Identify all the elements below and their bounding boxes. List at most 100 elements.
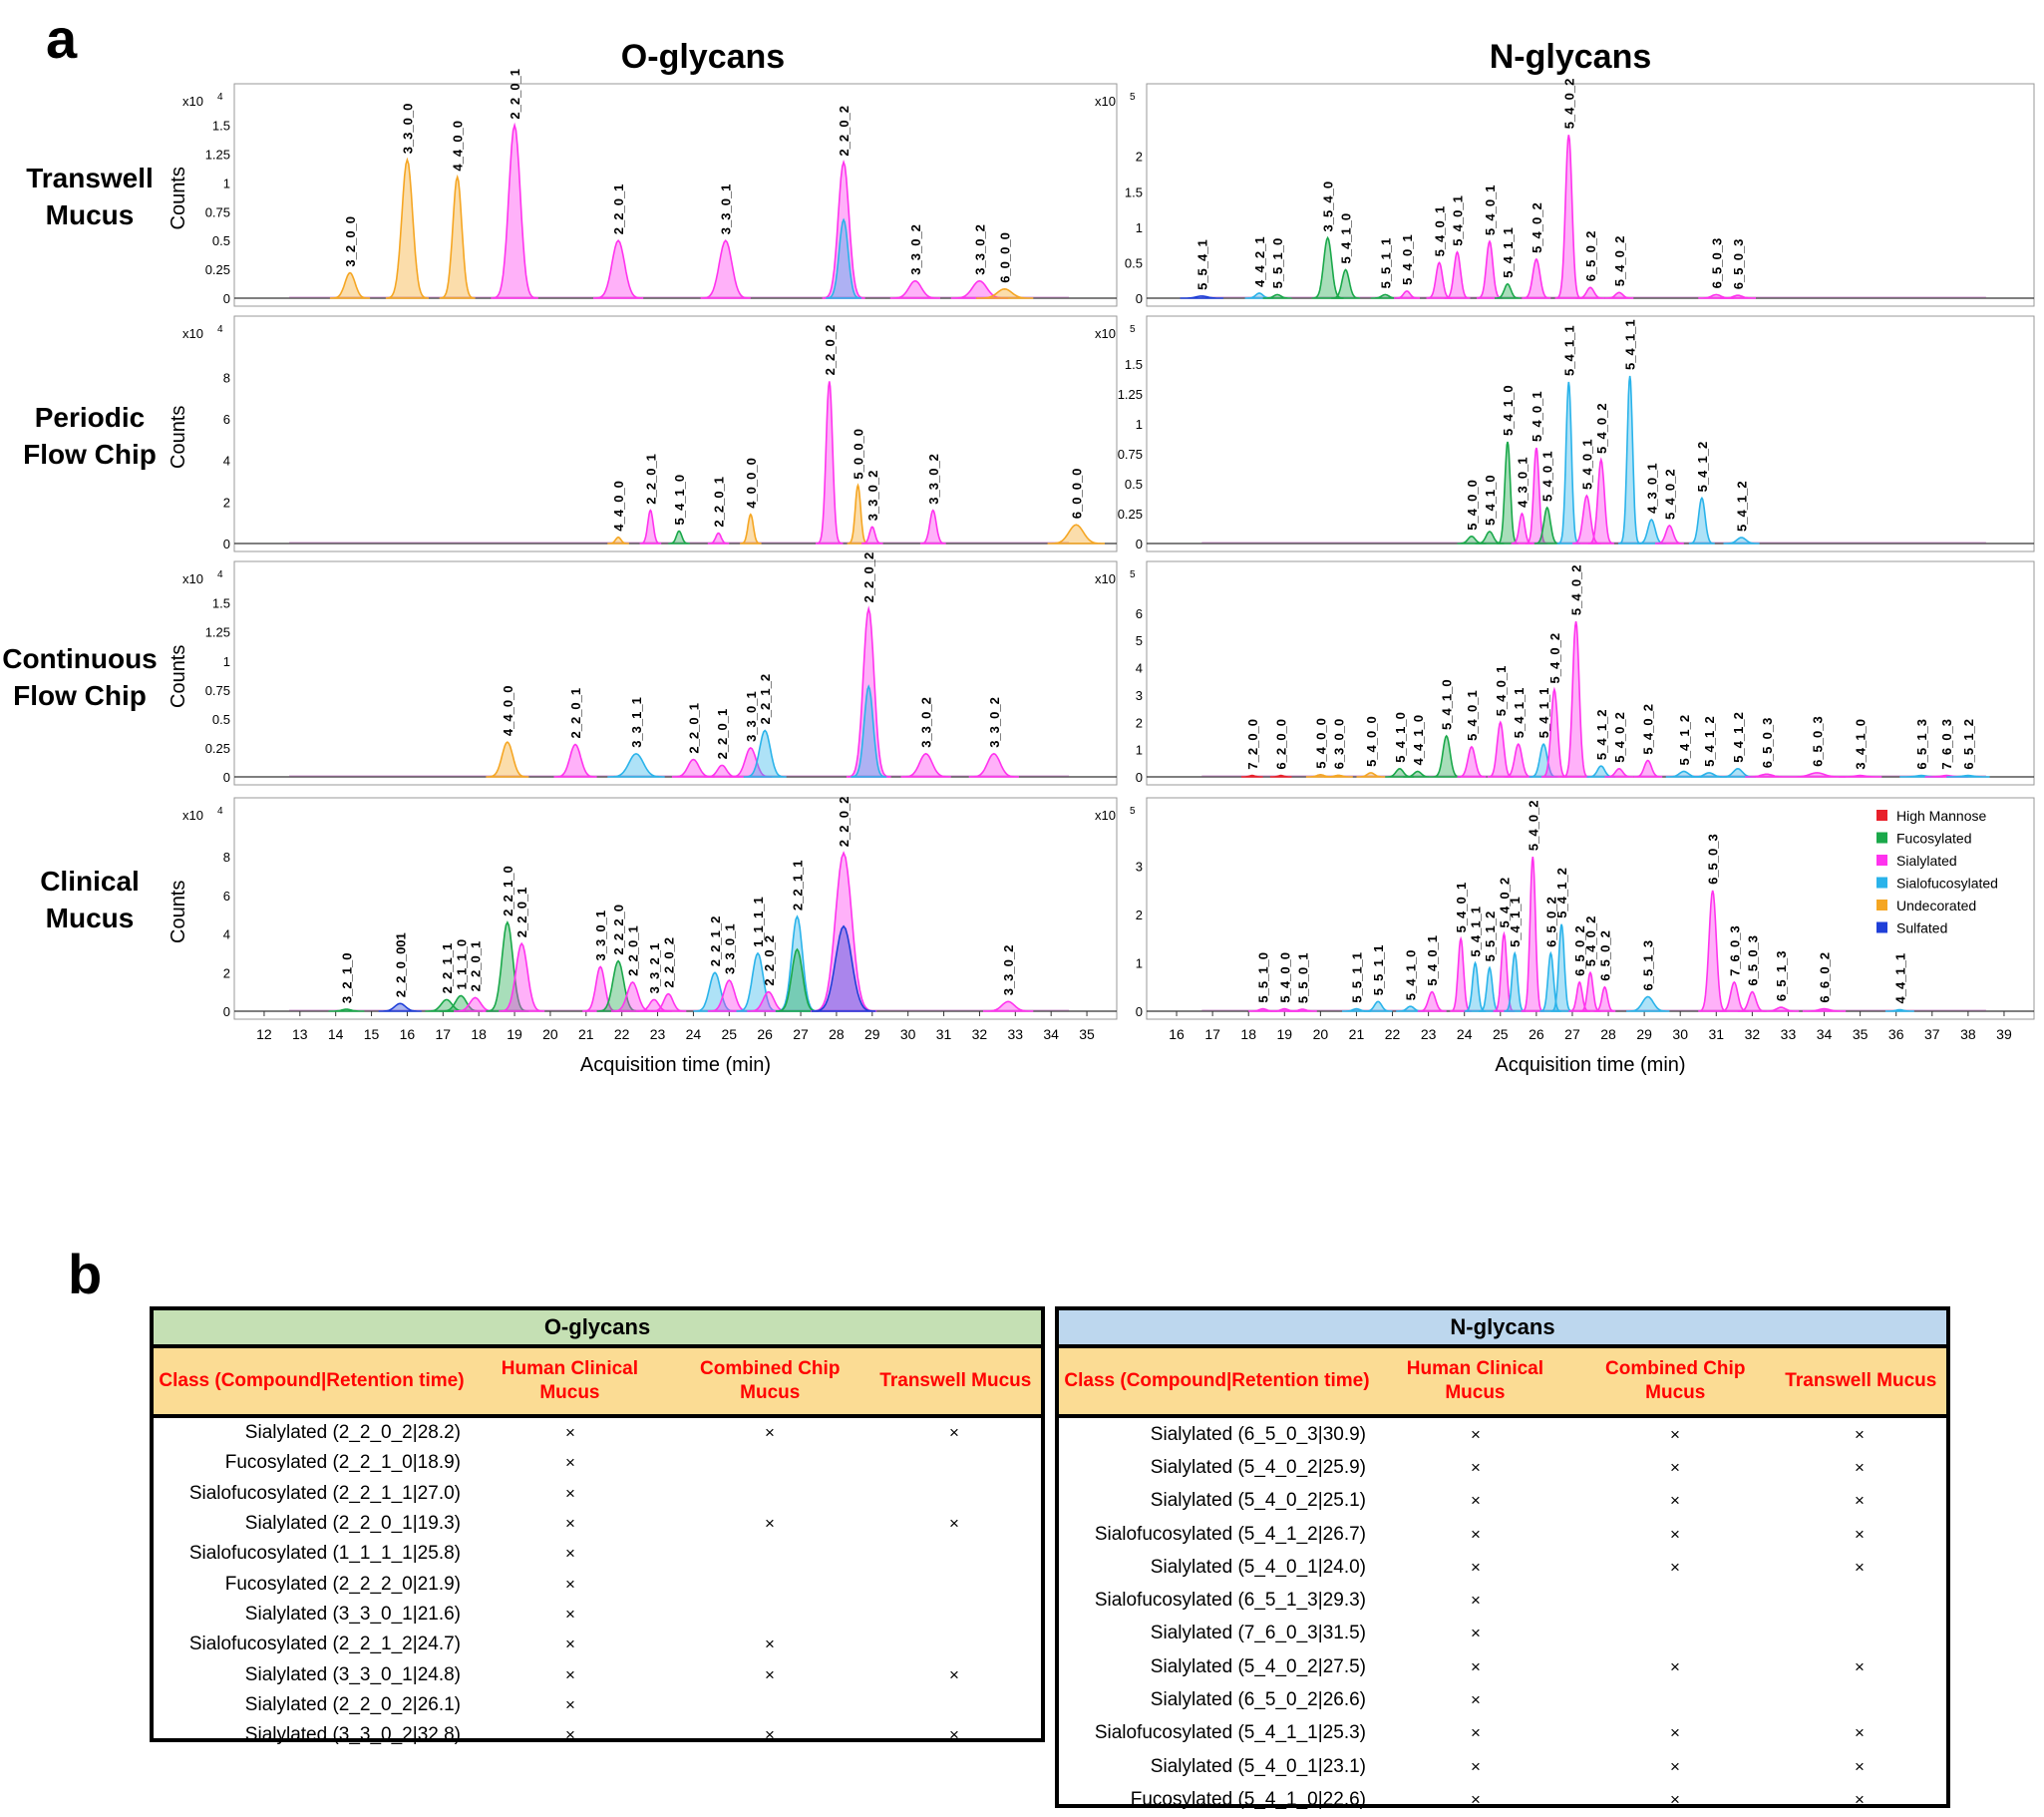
- peak-label: 6_0_0_0: [998, 232, 1013, 283]
- table-cell-class: Sialylated (2_2_0_1|19.3): [244, 1513, 461, 1535]
- peak-6: [1394, 290, 1420, 299]
- peak-13: [1723, 537, 1760, 545]
- y-tick-label: 6: [223, 889, 230, 904]
- peak-label: 5_4_0_1: [1433, 206, 1448, 257]
- peak-label: 5_5_1_0: [1270, 238, 1285, 289]
- peak-0: [1241, 774, 1263, 778]
- x-tick-label: 27: [1564, 1026, 1580, 1042]
- peak-6: [743, 729, 787, 778]
- y-axis-label: Counts: [168, 881, 189, 943]
- x-tick-label: 28: [1600, 1026, 1616, 1042]
- y-tick-label: 4: [223, 454, 230, 469]
- table-cell-mark: ×: [1471, 1690, 1481, 1710]
- legend-swatch: [1876, 900, 1887, 910]
- y-tick-label: 2: [223, 965, 230, 980]
- peak-label: 5_4_1_2: [1554, 868, 1569, 918]
- x-tick-label: 18: [471, 1026, 487, 1042]
- peak-label: 2_2_0_1: [643, 454, 658, 505]
- y-tick-label: 1: [223, 176, 230, 190]
- x-tick-label: 22: [1385, 1026, 1401, 1042]
- peak-label: 5_4_0_1: [1530, 391, 1544, 442]
- peak-label: 2_2_1_2: [708, 916, 723, 967]
- x-tick-label: 39: [1996, 1026, 2012, 1042]
- table-cell-class: Sialylated (5_4_0_2|25.9): [1150, 1456, 1366, 1478]
- table-cell-class: Sialylated (5_4_0_2|27.5): [1150, 1655, 1366, 1677]
- chart-panel-2: x10 4 Counts 0 2 4 6 8 4_4_0_0 2_2_0_1 5_4_1_0 2_2_…: [168, 315, 1118, 552]
- peak-label: 2_2_1_2: [758, 674, 773, 725]
- peak-label: 3_3_1_1: [629, 697, 644, 748]
- x-tick-label: 23: [650, 1026, 666, 1042]
- peak-19: [1698, 890, 1728, 1012]
- y-tick-label: 0.25: [205, 741, 230, 756]
- table-row: Fucosylated (5_4_1_0|22.6) × × ×: [1059, 1783, 1946, 1816]
- table-cell-mark: ×: [765, 1514, 775, 1534]
- table-row: Sialofucosylated (5_4_1_1|25.3) × × ×: [1059, 1717, 1946, 1750]
- peak-13: [1561, 620, 1590, 778]
- peak-label: 5_4_0_2: [1612, 236, 1627, 287]
- table-header-cell: Human Clinical Mucus: [501, 1358, 639, 1403]
- peak-label: 6_5_0_2: [1597, 930, 1612, 981]
- peak-10: [1493, 930, 1516, 1012]
- peak-7: [1432, 734, 1462, 778]
- peak-5: [1533, 506, 1560, 545]
- y-tick-label: 2: [1136, 715, 1143, 730]
- peak-13: [1575, 286, 1605, 299]
- x-tick-label: 33: [1008, 1026, 1024, 1042]
- legend: High Mannose Fucosylated Sialylated Sialofu…: [1876, 808, 1998, 936]
- peak-22: [1839, 774, 1882, 778]
- peak-label: 5_4_0_2: [1497, 878, 1512, 928]
- y-tick-label: 0.75: [205, 683, 230, 698]
- y-tick-label: 1.5: [212, 119, 230, 134]
- peak-0: [329, 271, 371, 299]
- peak-7: [846, 605, 891, 778]
- peak-1: [1269, 774, 1292, 778]
- peak-25: [1946, 774, 1990, 778]
- table-row: Sialylated (3_3_0_1|21.6) ×: [154, 1600, 1041, 1630]
- table-cell-class: Sialofucosylated (5_4_1_2|26.7): [1094, 1523, 1366, 1545]
- table-header-cell: Transwell Mucus: [1785, 1370, 1937, 1391]
- y-axis-label: Counts: [168, 645, 189, 708]
- x-tick-label: 33: [1781, 1026, 1797, 1042]
- peak-6: [1403, 770, 1433, 778]
- y-tick-label: 0: [1136, 1004, 1143, 1019]
- peak-label: 5_5_1_1: [1378, 238, 1393, 289]
- y-tick-label: 6: [1136, 606, 1143, 621]
- table-header-cell: Combined Chip Mucus: [700, 1358, 841, 1403]
- exponent-label: x10: [1095, 94, 1116, 109]
- x-tick-label: 24: [686, 1026, 702, 1042]
- peak-1: [378, 1002, 422, 1012]
- peak-14: [1604, 291, 1634, 299]
- chart-panel-4: x10 4 Counts 0 0.25 0.5 0.75 1 1.25 1.5 4_4_0_0 2_2…: [168, 552, 1118, 786]
- table-header-cell: Class (Compound|Retention time): [1064, 1370, 1370, 1391]
- peak-8: [596, 959, 640, 1012]
- peak-22: [1763, 1006, 1800, 1012]
- peak-2: [668, 530, 690, 545]
- column-title-0: O-glycans: [621, 38, 785, 76]
- table-cell-class: Sialofucosylated (5_4_1_1|25.3): [1094, 1722, 1366, 1744]
- y-tick-label: 0: [223, 770, 230, 785]
- peak-14: [736, 951, 780, 1012]
- exponent-value: 5: [1130, 324, 1136, 335]
- peak-label: 2_2_0_1: [568, 688, 583, 739]
- peak-3: [1311, 235, 1344, 299]
- table-cell-mark: ×: [565, 1514, 575, 1534]
- table-cell-mark: ×: [1855, 1557, 1865, 1577]
- y-tick-label: 8: [223, 850, 230, 865]
- peak-7: [861, 526, 883, 545]
- peak-12: [1688, 496, 1715, 545]
- exponent-label: x10: [182, 94, 203, 109]
- peak-label: 2_2_0_1: [611, 184, 626, 235]
- table-cell-mark: ×: [1471, 1756, 1481, 1776]
- peak-4: [592, 238, 644, 299]
- row-label-1-1: Flow Chip: [23, 439, 157, 470]
- exponent-value: 5: [1130, 569, 1136, 580]
- table-cell-mark: ×: [1855, 1756, 1865, 1776]
- peak-12: [1521, 856, 1544, 1012]
- y-tick-label: 3: [1136, 860, 1143, 875]
- peak-label: 5_5_0_1: [1295, 952, 1310, 1003]
- peak-label: 3_3_0_0: [400, 104, 415, 155]
- x-tick-label: 30: [900, 1026, 916, 1042]
- y-tick-label: 4: [1136, 661, 1143, 676]
- panel-a-label: a: [46, 7, 78, 70]
